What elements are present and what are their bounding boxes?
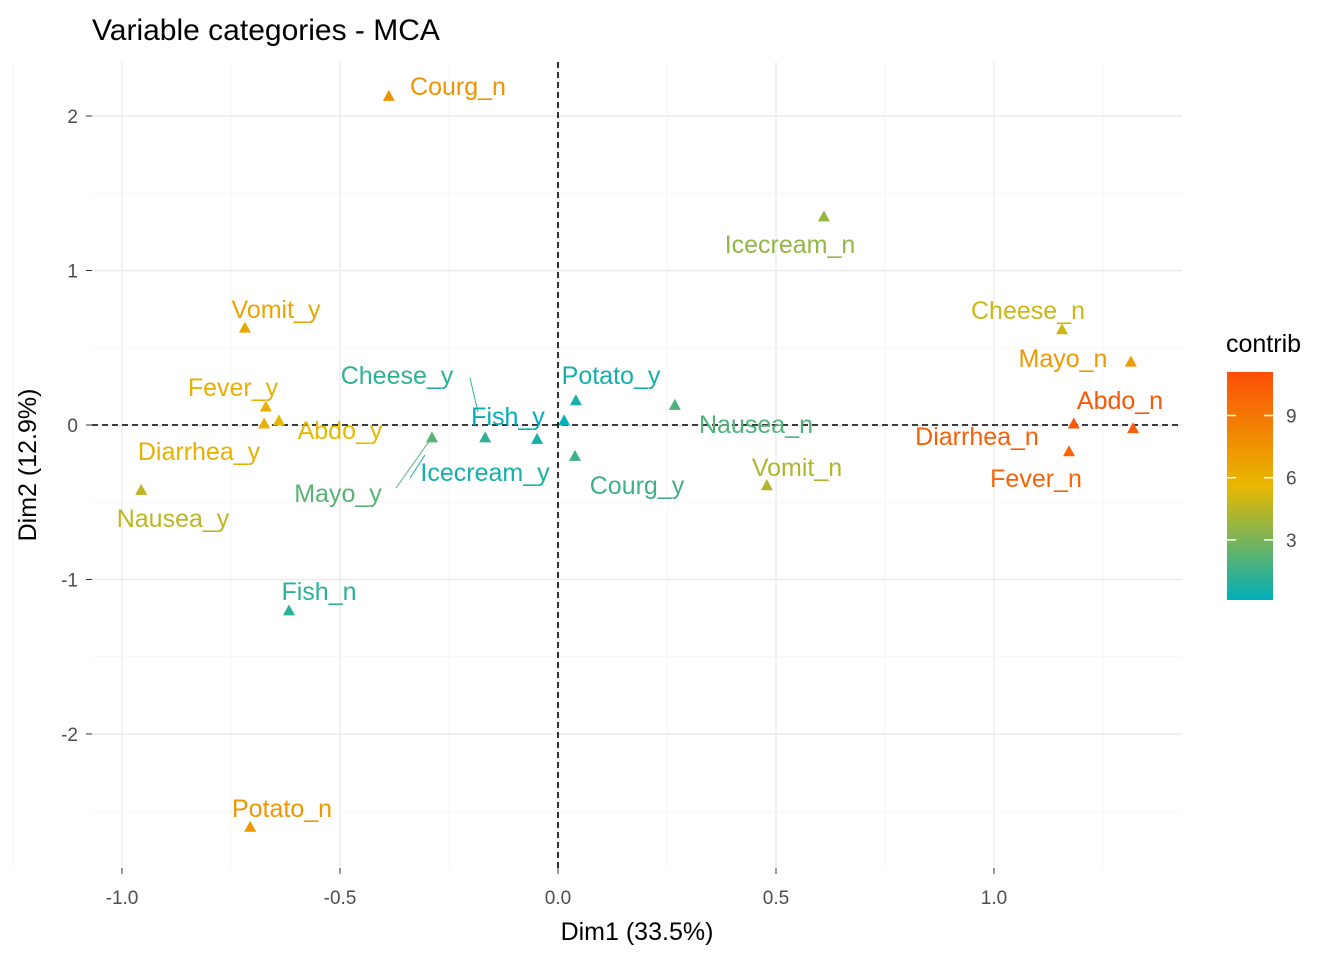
point-labels: Courg_n Icecream_n Cheese_n Mayo_n Abdo_n Dia… [117, 73, 1163, 823]
label-courg-y: Courg_y [590, 472, 685, 500]
point-potato-n [244, 820, 257, 832]
label-abdo-y: Abdo_y [298, 417, 383, 445]
point-nausea-n [668, 398, 681, 410]
point-vomit-y [238, 321, 251, 333]
label-vomit-y: Vomit_y [232, 296, 321, 324]
label-fever-y: Fever_y [188, 374, 279, 402]
label-diarrhea-n: Diarrhea_n [915, 423, 1039, 451]
y-tick-label: 0 [67, 416, 78, 437]
label-icecream-y: Icecream_y [420, 459, 550, 487]
x-tick-label: 0.5 [763, 888, 789, 909]
label-icecream-n: Icecream_n [725, 231, 856, 259]
label-vomit-n: Vomit_n [752, 454, 842, 482]
label-abdo-n: Abdo_n [1077, 387, 1163, 415]
point-mayo-n [1124, 355, 1137, 367]
legend-title: contrib [1226, 330, 1301, 358]
label-fever-n: Fever_n [990, 465, 1082, 493]
connector-cheese-y [469, 377, 479, 413]
label-potato-y: Potato_y [562, 362, 661, 390]
label-cheese-n: Cheese_n [971, 297, 1085, 325]
point-fever-y [259, 400, 272, 412]
point-icecream-y [531, 432, 544, 444]
axis-ticks: -1.0 -0.5 0.0 0.5 1.0 -2 -1 0 1 2 [61, 107, 1007, 909]
points [135, 89, 1140, 832]
legend-tick-label: 9 [1286, 407, 1297, 428]
y-axis-label: Dim2 (12.9%) [14, 389, 42, 542]
y-tick-label: -2 [61, 725, 78, 746]
label-cheese-y: Cheese_y [341, 362, 454, 390]
point-diarrhea-n [1127, 422, 1140, 434]
label-diarrhea-y: Diarrhea_y [138, 438, 261, 466]
label-potato-n: Potato_n [232, 795, 332, 823]
point-abdo-n [1067, 417, 1080, 429]
connector-mayo-y [395, 439, 431, 489]
label-fish-n: Fish_n [281, 578, 356, 606]
point-cheese-n [1056, 323, 1069, 335]
legend: contrib 3 6 9 [1226, 330, 1301, 600]
point-courg-n [382, 89, 395, 101]
label-connectors [395, 377, 479, 489]
x-axis-label: Dim1 (33.5%) [561, 918, 714, 946]
point-courg-y [569, 449, 582, 461]
legend-tick-label: 3 [1286, 531, 1297, 552]
legend-tick-label: 6 [1286, 469, 1297, 490]
y-tick-label: 2 [67, 107, 78, 128]
x-tick-label: -1.0 [106, 888, 139, 909]
point-icecream-n [817, 210, 830, 222]
point-cheese-y [479, 431, 492, 443]
label-mayo-y: Mayo_y [294, 480, 382, 508]
point-vomit-n [760, 479, 773, 491]
label-nausea-y: Nausea_y [117, 505, 230, 533]
point-abdo-y [272, 414, 285, 426]
y-tick-label: 1 [67, 262, 78, 283]
point-diarrhea-y [258, 417, 271, 429]
y-tick-label: -1 [61, 571, 78, 592]
label-courg-n: Courg_n [410, 73, 506, 101]
point-potato-y [569, 394, 582, 406]
label-mayo-n: Mayo_n [1019, 345, 1108, 373]
point-fish-n [282, 604, 295, 616]
point-nausea-y [135, 483, 148, 495]
point-fever-n [1062, 445, 1075, 457]
point-mayo-y [425, 431, 438, 443]
connector-icecream-y [409, 454, 426, 479]
chart-title: Variable categories - MCA [92, 14, 440, 47]
label-nausea-n: Nausea_n [699, 411, 813, 439]
x-tick-label: -0.5 [324, 888, 357, 909]
x-tick-label: 0.0 [545, 888, 571, 909]
label-fish-y: Fish_y [471, 403, 545, 431]
x-tick-label: 1.0 [981, 888, 1007, 909]
legend-colorbar [1227, 372, 1273, 600]
point-fish-y [558, 414, 571, 426]
